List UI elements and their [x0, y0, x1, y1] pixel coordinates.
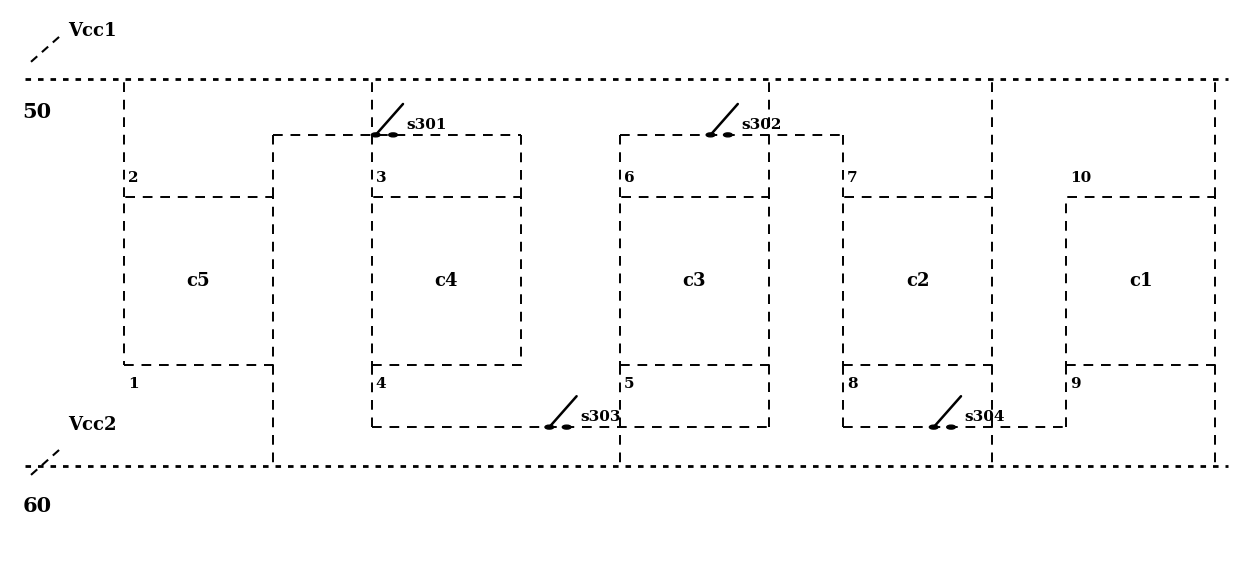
Bar	[124, 197, 273, 365]
Circle shape	[544, 425, 553, 429]
Text: c2: c2	[906, 272, 929, 290]
Text: c5: c5	[186, 272, 211, 290]
Circle shape	[562, 425, 570, 429]
Bar	[620, 197, 769, 365]
Circle shape	[947, 425, 956, 429]
Text: 50: 50	[22, 102, 51, 123]
Text: Vcc2: Vcc2	[68, 416, 117, 434]
Circle shape	[930, 425, 939, 429]
Text: s301: s301	[407, 118, 448, 132]
Bar	[1066, 197, 1215, 365]
Text: c4: c4	[435, 272, 458, 290]
Text: s304: s304	[965, 410, 1006, 424]
Text: c1: c1	[1130, 272, 1152, 290]
Text: 5: 5	[624, 377, 634, 391]
Text: 6: 6	[624, 171, 635, 185]
Circle shape	[372, 133, 379, 137]
Text: Vcc1: Vcc1	[68, 22, 117, 40]
Text: 10: 10	[1070, 171, 1091, 185]
Text: 3: 3	[376, 171, 387, 185]
Text: 9: 9	[1070, 377, 1081, 391]
Circle shape	[724, 133, 733, 137]
Bar	[843, 197, 992, 365]
Text: 4: 4	[376, 377, 387, 391]
Text: 2: 2	[128, 171, 138, 185]
Text: s302: s302	[742, 118, 782, 132]
Circle shape	[389, 133, 397, 137]
Text: 8: 8	[847, 377, 858, 391]
Text: c3: c3	[683, 272, 706, 290]
Circle shape	[707, 133, 715, 137]
Text: 1: 1	[128, 377, 139, 391]
Bar	[372, 197, 521, 365]
Text: 60: 60	[22, 496, 51, 516]
Text: s303: s303	[580, 410, 621, 424]
Text: 7: 7	[847, 171, 858, 185]
